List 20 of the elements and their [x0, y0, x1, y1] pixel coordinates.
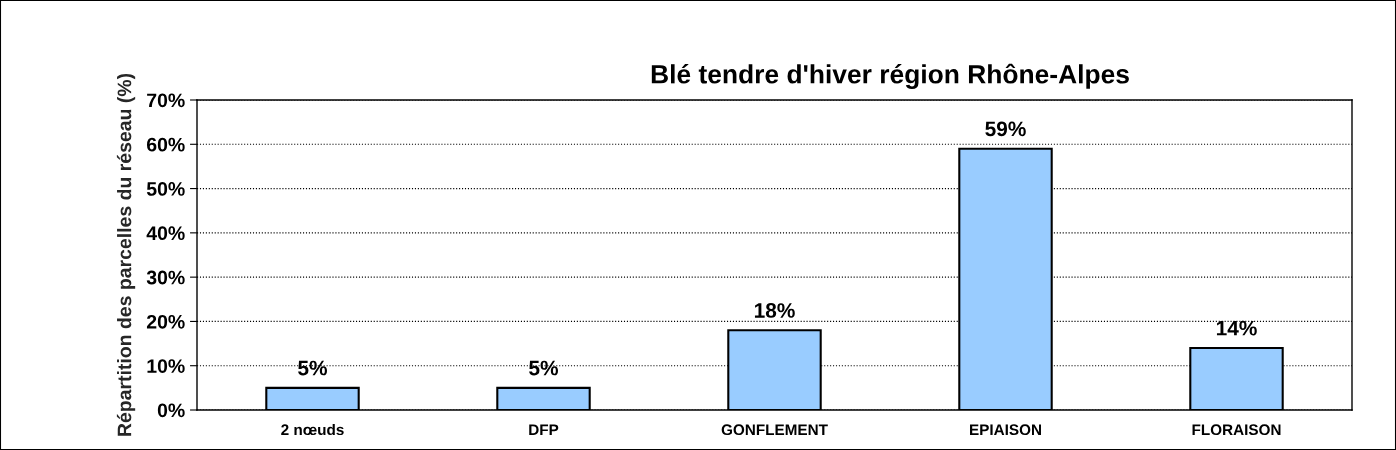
text: 5% [298, 360, 328, 376]
x-tick-label: FLORAISON [1192, 424, 1281, 436]
y-tick-label: 50% [146, 182, 185, 196]
text: 5% [529, 360, 559, 376]
text: 14% [1216, 320, 1257, 336]
chart-title: Blé tendre d'hiver région Rhône-Alpes [651, 63, 1129, 89]
text: 59% [985, 121, 1026, 137]
x-tick-label: 2 nœuds [281, 423, 344, 436]
y-axis-title: Répartition des parcelles du réseau (%) [116, 73, 136, 436]
x-tick-label: EPIAISON [970, 424, 1041, 436]
y-tick-label: 40% [146, 226, 185, 241]
y-tick-label: 20% [146, 314, 185, 329]
y-tick-label: 30% [146, 270, 185, 285]
y-tick-label: 60% [146, 137, 185, 152]
x-tick-label: GONFLEMENT [721, 424, 828, 436]
text: 18% [754, 303, 795, 318]
y-tick-label: 70% [147, 93, 185, 108]
y-tick-label: 0% [157, 403, 185, 418]
y-tick-label: 10% [147, 359, 185, 373]
x-tick-label: DFP [529, 424, 559, 435]
